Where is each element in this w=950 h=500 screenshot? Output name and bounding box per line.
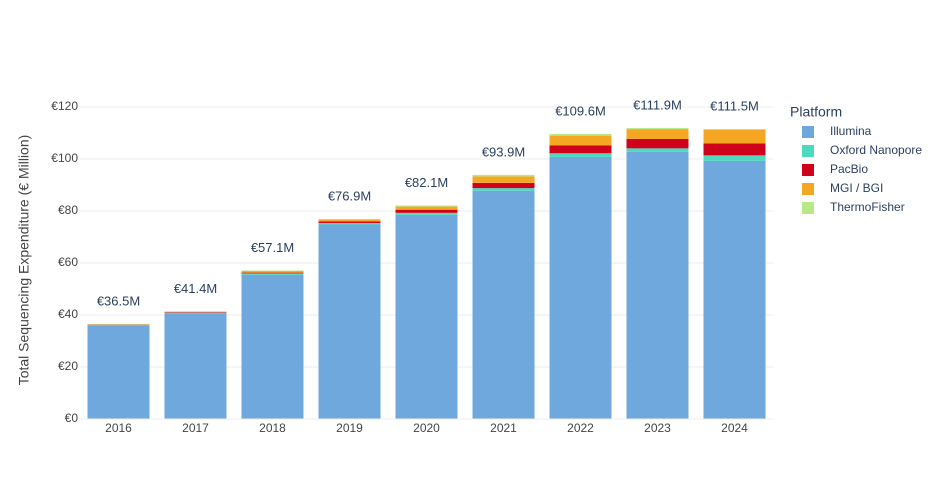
x-tick-label: 2024 [721, 421, 748, 435]
bar-segment [626, 148, 689, 152]
bar-segment [241, 274, 304, 419]
bar-segment [164, 313, 227, 419]
bar-segment [472, 190, 535, 419]
total-label: €41.4M [174, 281, 217, 296]
bar-segment [241, 273, 304, 275]
bar-segment [395, 214, 458, 419]
x-tick-label: 2022 [567, 421, 594, 435]
bar-segment [164, 311, 227, 313]
total-label: €111.5M [710, 99, 759, 114]
legend-swatch [802, 126, 814, 138]
bar-segment [395, 209, 458, 213]
bar-segment [164, 312, 227, 313]
bar-segment [626, 138, 689, 149]
bar-segment [241, 271, 304, 273]
bar-segment [395, 205, 458, 207]
legend-label: Oxford Nanopore [830, 143, 922, 157]
bar-segment [318, 219, 381, 222]
legend-label: MGI / BGI [830, 181, 883, 195]
bar-segment [703, 143, 766, 156]
bar-segment [395, 212, 458, 215]
bar-segment [318, 219, 381, 220]
legend-swatch [802, 202, 814, 214]
bar-segment [395, 206, 458, 210]
bar-segment [318, 222, 381, 225]
bar-segment [241, 270, 304, 272]
legend-label: Illumina [830, 124, 872, 138]
y-tick-label: €120 [51, 99, 78, 113]
x-tick-label: 2023 [644, 421, 671, 435]
bar-segment [241, 272, 304, 274]
total-label: €111.9M [633, 97, 682, 112]
legend-title: Platform [790, 104, 842, 120]
bar-segment [318, 224, 381, 419]
bar-segment [87, 324, 150, 326]
y-axis-title: Total Sequencing Expenditure (€ Million) [16, 135, 32, 386]
x-tick-label: 2021 [490, 421, 517, 435]
bar-segment [472, 188, 535, 191]
legend-label: PacBio [830, 162, 868, 176]
bar-segment [472, 182, 535, 189]
total-label: €57.1M [251, 240, 294, 255]
x-tick-label: 2020 [413, 421, 440, 435]
y-tick-label: €20 [58, 359, 78, 373]
bar-segment [318, 221, 381, 223]
total-label: €109.6M [555, 103, 606, 118]
legend-swatch [802, 164, 814, 176]
x-tick-label: 2016 [105, 421, 132, 435]
total-label: €36.5M [97, 294, 140, 309]
bar-segment [164, 312, 227, 314]
legend-swatch [802, 145, 814, 157]
bar-segment [703, 129, 766, 130]
bar-segment [626, 128, 689, 130]
bar-segment [703, 160, 766, 419]
bar-segment [549, 145, 612, 154]
bar-segment [626, 151, 689, 419]
y-tick-label: €100 [51, 151, 78, 165]
x-tick-label: 2018 [259, 421, 286, 435]
x-tick-label: 2019 [336, 421, 363, 435]
x-tick-label: 2017 [182, 421, 209, 435]
y-tick-label: €80 [58, 203, 78, 217]
total-label: €93.9M [482, 144, 525, 159]
bar-segment [626, 129, 689, 139]
bar-segment [703, 155, 766, 161]
y-tick-label: €40 [58, 307, 78, 321]
total-label: €82.1M [405, 175, 448, 190]
bar-segment [87, 325, 150, 419]
bar-segment [549, 153, 612, 157]
bar-segment [703, 129, 766, 144]
legend-swatch [802, 183, 814, 195]
y-tick-label: €60 [58, 255, 78, 269]
legend-label: ThermoFisher [830, 200, 905, 214]
bar-segment [549, 135, 612, 146]
y-tick-label: €0 [65, 411, 79, 425]
bar-segment [472, 176, 535, 183]
total-label: €76.9M [328, 188, 371, 203]
bar-segment [549, 156, 612, 420]
bar-segment [549, 134, 612, 136]
bar-segment [472, 174, 535, 177]
